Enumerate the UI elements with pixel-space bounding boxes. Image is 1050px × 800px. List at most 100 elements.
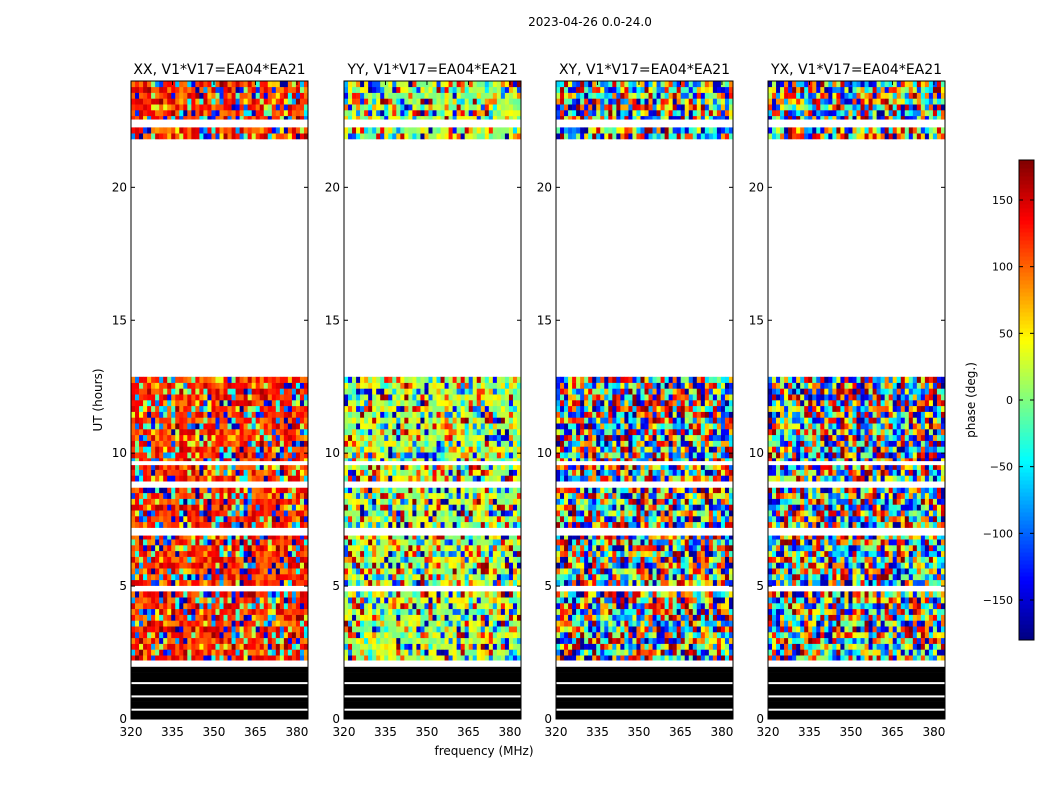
- heatmap-cell: [388, 562, 393, 569]
- heatmap-cell: [384, 417, 389, 424]
- heatmap-cell: [207, 92, 212, 99]
- heatmap-cell: [299, 492, 305, 499]
- heatmap-cell: [187, 458, 192, 465]
- heatmap-cell: [372, 469, 377, 476]
- heatmap-cell: [468, 463, 474, 470]
- heatmap-cell: [303, 475, 309, 482]
- heatmap-cell: [488, 545, 494, 552]
- heatmap-cell: [472, 133, 478, 140]
- heatmap-cell: [440, 498, 445, 505]
- heatmap-cell: [424, 104, 429, 111]
- heatmap-cell: [159, 539, 164, 546]
- heatmap-cell: [420, 376, 425, 383]
- heatmap-cell: [432, 655, 437, 662]
- heatmap-cell: [352, 579, 357, 586]
- heatmap-cell: [348, 539, 353, 546]
- heatmap-cell: [396, 115, 401, 122]
- heatmap-cell: [207, 394, 212, 401]
- heatmap-cell: [420, 626, 425, 633]
- heatmap-cell: [263, 110, 269, 117]
- heatmap-cell: [344, 643, 349, 650]
- heatmap-cell: [464, 626, 470, 633]
- heatmap-cell: [251, 603, 257, 610]
- heatmap-cell: [404, 388, 409, 395]
- heatmap-cell: [235, 539, 240, 546]
- heatmap-cell: [147, 603, 152, 610]
- heatmap-cell: [167, 382, 172, 389]
- heatmap-cell: [271, 463, 277, 470]
- heatmap-cell: [279, 434, 285, 441]
- heatmap-cell: [360, 400, 365, 407]
- heatmap-cell: [500, 516, 506, 523]
- heatmap-cell: [187, 446, 192, 453]
- heatmap-cell: [263, 429, 269, 436]
- heatmap-cell: [396, 110, 401, 117]
- heatmap-cell: [155, 98, 160, 105]
- heatmap-cell: [287, 458, 293, 465]
- heatmap-cell: [251, 626, 257, 633]
- heatmap-cell: [239, 417, 244, 424]
- heatmap-cell: [484, 626, 490, 633]
- heatmap-cell: [356, 92, 361, 99]
- heatmap-cell: [508, 568, 514, 575]
- heatmap-cell: [207, 620, 212, 627]
- heatmap-cell: [476, 603, 482, 610]
- heatmap-cell: [404, 469, 409, 476]
- heatmap-cell: [420, 104, 425, 111]
- heatmap-cell: [376, 533, 381, 540]
- heatmap-cell: [175, 516, 180, 523]
- heatmap-cell: [436, 574, 441, 581]
- heatmap-cell: [424, 614, 429, 621]
- heatmap-cell: [191, 463, 196, 470]
- heatmap-cell: [468, 429, 474, 436]
- heatmap-cell: [203, 458, 208, 465]
- heatmap-cell: [175, 133, 180, 140]
- heatmap-cell: [131, 388, 136, 395]
- heatmap-cell: [460, 579, 465, 586]
- heatmap-cell: [223, 556, 228, 563]
- heatmap-cell: [512, 579, 518, 586]
- heatmap-cell: [480, 614, 486, 621]
- heatmap-cell: [191, 458, 196, 465]
- heatmap-cell: [231, 376, 236, 383]
- heatmap-cell: [259, 446, 265, 453]
- heatmap-cell: [303, 603, 309, 610]
- heatmap-cell: [416, 487, 421, 494]
- heatmap-cell: [139, 376, 144, 383]
- heatmap-cell: [263, 533, 269, 540]
- heatmap-cell: [191, 429, 196, 436]
- heatmap-cell: [259, 655, 265, 662]
- heatmap-cell: [223, 429, 228, 436]
- heatmap-cell: [428, 388, 433, 395]
- heatmap-cell: [416, 568, 421, 575]
- heatmap-cell: [376, 434, 381, 441]
- heatmap-cell: [372, 510, 377, 517]
- heatmap-cell: [227, 400, 232, 407]
- gap-band: [344, 586, 521, 591]
- heatmap-cell: [203, 510, 208, 517]
- heatmap-cell: [460, 643, 465, 650]
- heatmap-cell: [568, 655, 573, 662]
- heatmap-cell: [159, 463, 164, 470]
- heatmap-cell: [428, 417, 433, 424]
- heatmap-cell: [348, 405, 353, 412]
- heatmap-cell: [303, 498, 309, 505]
- heatmap-cell: [139, 504, 144, 511]
- heatmap-cell: [372, 620, 377, 627]
- heatmap-cell: [251, 521, 257, 528]
- heatmap-cell: [364, 574, 369, 581]
- heatmap-cell: [392, 382, 397, 389]
- heatmap-cell: [440, 458, 445, 465]
- heatmap-cell: [291, 382, 297, 389]
- heatmap-cell: [303, 533, 309, 540]
- heatmap-cell: [139, 562, 144, 569]
- heatmap-cell: [496, 637, 502, 644]
- heatmap-cell: [151, 382, 156, 389]
- heatmap-cell: [299, 614, 305, 621]
- heatmap-cell: [408, 382, 413, 389]
- heatmap-cell: [219, 620, 224, 627]
- heatmap-cell: [368, 92, 373, 99]
- heatmap-cell: [219, 597, 224, 604]
- heatmap-cell: [223, 446, 228, 453]
- heatmap-cell: [267, 550, 273, 557]
